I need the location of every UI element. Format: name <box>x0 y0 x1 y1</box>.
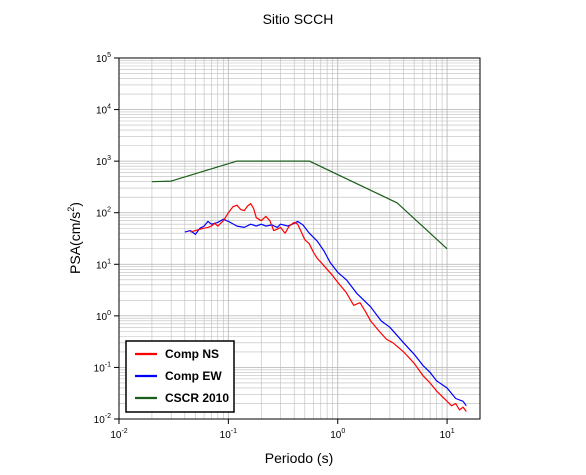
y-axis-label-sup: 2 <box>66 207 76 212</box>
legend-label-comp-ew: Comp EW <box>165 369 222 383</box>
x-axis-label: Periodo (s) <box>265 450 333 466</box>
y-tick-label: 101 <box>96 258 111 271</box>
legend: Comp NS Comp EW CSCR 2010 <box>125 340 235 413</box>
series-group <box>151 160 467 412</box>
y-tick-label: 102 <box>96 207 111 220</box>
x-tick-label-exp: 1 <box>451 428 455 435</box>
y-tick-label: 10-1 <box>94 361 111 374</box>
series-line-comp-ns <box>190 203 467 412</box>
y-tick-label-base: 10 <box>96 260 108 271</box>
x-tick-label-base: 10 <box>220 430 232 441</box>
legend-label-comp-ns: Comp NS <box>165 347 219 361</box>
y-axis-label-end: ) <box>67 202 83 207</box>
y-tick-label-exp: -2 <box>105 413 111 420</box>
y-tick-label-base: 10 <box>96 157 108 168</box>
y-tick-label-exp: 2 <box>107 207 111 214</box>
y-tick-label-base: 10 <box>96 106 108 117</box>
y-tick-label: 104 <box>96 104 111 117</box>
y-tick-label: 100 <box>96 310 111 323</box>
x-tick-label-exp: 0 <box>341 428 345 435</box>
x-tick-label: 100 <box>330 428 345 441</box>
x-tick-label-base: 10 <box>330 430 342 441</box>
x-tick-label: 101 <box>440 428 455 441</box>
y-tick-label-exp: 4 <box>107 104 111 111</box>
chart-title: Sitio SCCH <box>263 11 334 27</box>
x-tick-label-base: 10 <box>440 430 452 441</box>
y-tick-label: 105 <box>96 52 111 65</box>
y-tick-label-base: 10 <box>96 209 108 220</box>
y-axis-label: PSA(cm/s2) <box>66 202 83 274</box>
y-axis-label-base: PSA(cm/s <box>67 212 83 274</box>
x-tick-label: 10-1 <box>220 428 237 441</box>
series-line-comp-ew <box>184 218 467 407</box>
y-tick-label-exp: -1 <box>105 361 111 368</box>
y-tick-label: 10-2 <box>94 413 111 426</box>
y-tick-label: 103 <box>96 155 111 168</box>
y-tick-label-exp: 1 <box>107 258 111 265</box>
y-tick-label-base: 10 <box>96 54 108 65</box>
x-tick-label-exp: -2 <box>121 428 127 435</box>
y-tick-label-exp: 5 <box>107 52 111 59</box>
y-tick-label-base: 10 <box>94 363 106 374</box>
y-tick-label-exp: 3 <box>107 155 111 162</box>
y-tick-label-base: 10 <box>96 312 108 323</box>
y-tick-label-exp: 0 <box>107 310 111 317</box>
x-tick-label-exp: -1 <box>231 428 237 435</box>
plot-frame <box>118 57 481 420</box>
legend-label-cscr-2010: CSCR 2010 <box>165 391 229 405</box>
series-line-cscr-2010 <box>151 160 448 250</box>
x-tick-label: 10-2 <box>110 428 127 441</box>
x-tick-label-base: 10 <box>110 430 122 441</box>
x-axis: 10-2 10-1 100 101 <box>110 419 455 441</box>
y-tick-label-base: 10 <box>94 415 106 426</box>
